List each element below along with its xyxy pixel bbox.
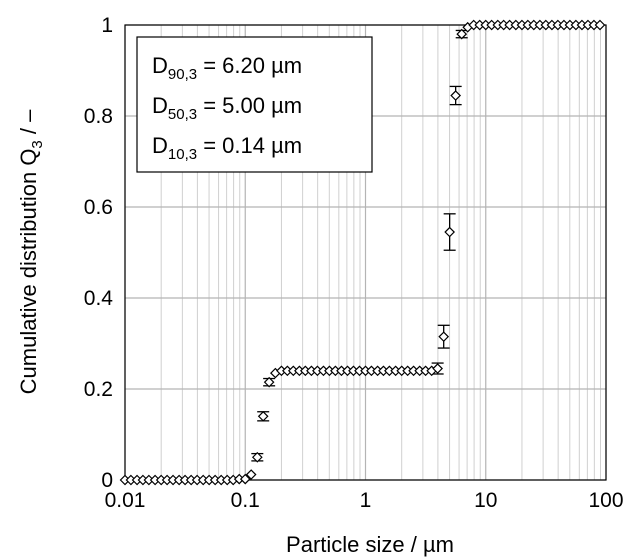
data-point (432, 363, 443, 374)
data-point (450, 90, 462, 101)
data-point (257, 410, 269, 422)
y-tick-label: 0.6 (84, 196, 113, 219)
y-tick-label: 1 (101, 14, 113, 37)
y-tick-label: 0.4 (84, 287, 114, 310)
y-tick-label: 0 (101, 469, 113, 492)
data-point (251, 451, 263, 463)
x-tick-label: 100 (588, 489, 623, 512)
data-point (239, 473, 251, 485)
plot-frame (124, 24, 607, 481)
data-point (594, 19, 606, 31)
y-axis-tick-labels: 0 0.2 0.4 0.6 0.8 1 (84, 14, 114, 492)
data-point (438, 331, 450, 343)
data-point (263, 376, 275, 388)
data-point (245, 469, 257, 480)
data-point (444, 226, 456, 238)
y-axis-title: Cumulative distribution Q3 / – (16, 109, 46, 394)
legend-item-d90: D90,3 = 6.20 µm (152, 53, 302, 83)
x-axis-title: Particle size / µm (286, 532, 454, 557)
legend-frame (136, 36, 373, 173)
legend-item-d50: D50,3 = 5.00 µm (152, 93, 302, 123)
legend-item-d10: D10,3 = 0.14 µm (152, 133, 302, 163)
x-tick-label: 0.1 (231, 489, 260, 512)
legend-box: D90,3 = 6.20 µm D50,3 = 5.00 µm D10,3 = … (136, 36, 373, 173)
data-points (119, 19, 606, 486)
y-tick-label: 0.8 (84, 105, 113, 128)
data-point (456, 28, 468, 40)
y-tick-label: 0.2 (84, 378, 113, 401)
x-tick-label: 10 (474, 489, 497, 512)
x-axis-tick-labels: 0.01 0.1 1 10 100 (105, 489, 624, 512)
x-tick-label: 0.01 (105, 489, 146, 512)
x-tick-label: 1 (360, 489, 372, 512)
